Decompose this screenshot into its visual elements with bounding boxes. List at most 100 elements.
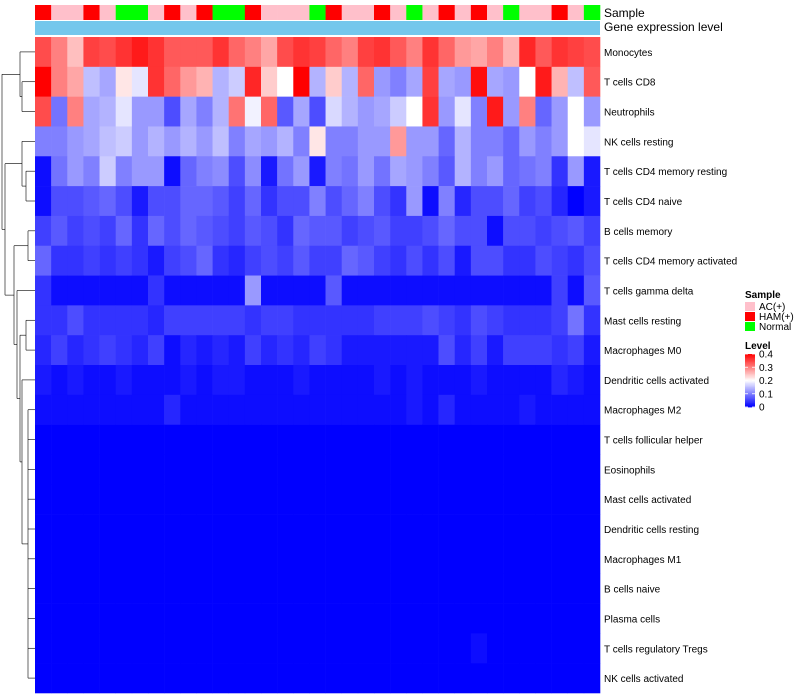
heatmap-cell <box>164 573 181 604</box>
heatmap-cell <box>325 484 343 515</box>
heatmap-cell <box>309 335 326 366</box>
heatmap-cell <box>131 305 149 336</box>
heatmap-cell <box>228 66 246 97</box>
sample-annotation-cell <box>567 5 585 20</box>
heatmap-cell <box>325 573 343 604</box>
heatmap-cell <box>131 335 149 366</box>
heatmap-cell <box>228 633 246 664</box>
heatmap-cell <box>487 215 504 247</box>
heatmap-cell <box>83 275 100 306</box>
heatmap-cell <box>244 305 262 336</box>
heatmap-cell <box>438 245 456 276</box>
heatmap-cell <box>406 215 423 247</box>
heatmap-cell <box>180 335 197 366</box>
heatmap-cell <box>99 514 117 545</box>
heatmap-cell <box>503 633 520 664</box>
heatmap-cell <box>212 484 230 515</box>
heatmap-cell <box>583 365 601 396</box>
sample-annotation-cell <box>470 5 488 20</box>
heatmap-cell <box>583 514 601 545</box>
heatmap-cell <box>567 603 585 634</box>
heatmap-cell <box>228 275 246 306</box>
heatmap-cell <box>244 186 262 217</box>
heatmap-cell <box>535 514 552 545</box>
heatmap-cell <box>438 156 456 187</box>
heatmap-cell <box>51 245 68 276</box>
heatmap-cell <box>164 245 181 276</box>
heatmap-cell <box>277 245 294 276</box>
sample-annotation-cell <box>35 5 52 20</box>
heatmap-cell <box>148 633 165 664</box>
heatmap-cell <box>551 37 569 68</box>
heatmap-cell <box>535 603 552 634</box>
heatmap-cell <box>470 305 488 336</box>
heatmap-cell <box>67 37 84 68</box>
row-dendrogram <box>1 51 35 679</box>
heatmap-cell <box>228 543 246 575</box>
heatmap-cell <box>261 66 278 97</box>
heatmap-cell <box>293 156 310 187</box>
heatmap-cell <box>244 66 262 97</box>
heatmap-cell <box>212 603 230 634</box>
heatmap-cell <box>535 484 552 515</box>
heatmap-cell <box>325 305 343 336</box>
heatmap-cell <box>422 603 439 634</box>
heatmap-cell <box>406 186 423 217</box>
heatmap-cell <box>115 215 133 247</box>
heatmap-cell <box>293 37 310 68</box>
heatmap-cell <box>131 394 149 425</box>
heatmap-cell <box>309 394 326 425</box>
heatmap-cell <box>228 335 246 366</box>
heatmap-cell <box>228 37 246 68</box>
heatmap-cell <box>67 663 84 694</box>
heatmap-cell <box>83 96 100 127</box>
heatmap-cell <box>261 335 278 366</box>
heatmap-cell <box>583 126 601 157</box>
heatmap-cell <box>535 573 552 604</box>
heatmap-cell <box>551 573 569 604</box>
heatmap-cell <box>244 573 262 604</box>
heatmap-cell <box>261 484 278 515</box>
heatmap-cell <box>551 126 569 157</box>
sample-annotation-cell <box>503 5 520 20</box>
heatmap-cell <box>470 365 488 396</box>
heatmap-cell <box>487 37 504 68</box>
heatmap-cell <box>115 335 133 366</box>
heatmap-cell <box>487 186 504 217</box>
heatmap-cell <box>503 156 520 187</box>
legend-gradient-step <box>745 401 755 404</box>
heatmap-cell <box>535 245 552 276</box>
heatmap-cell <box>341 305 359 336</box>
heatmap-cell <box>293 424 310 455</box>
heatmap-cell <box>244 663 262 694</box>
heatmap-cell <box>374 603 391 634</box>
heatmap-cell <box>390 245 407 276</box>
heatmap-cell <box>374 484 391 515</box>
sample-annotation-cell <box>83 5 100 20</box>
heatmap-cell <box>99 96 117 127</box>
legend-gradient-step <box>745 393 755 396</box>
heatmap-cell <box>567 543 585 575</box>
heatmap-cell <box>67 543 84 575</box>
row-label: B cells memory <box>604 227 672 238</box>
heatmap-cell <box>583 156 601 187</box>
heatmap-cell <box>357 245 375 276</box>
heatmap-cell <box>115 454 133 485</box>
heatmap-cell <box>164 365 181 396</box>
legend-tick-label: 0.2 <box>759 376 773 387</box>
heatmap-cell <box>519 633 536 664</box>
heatmap-cell <box>35 394 52 425</box>
heatmap-cell <box>309 573 326 604</box>
heatmap-cell <box>277 484 294 515</box>
heatmap-cell <box>212 424 230 455</box>
heatmap-cell <box>51 126 68 157</box>
heatmap-cell <box>503 126 520 157</box>
heatmap-cell <box>390 543 407 575</box>
heatmap-cell <box>309 215 326 247</box>
heatmap-cell <box>487 66 504 97</box>
legend-swatch <box>745 312 755 321</box>
heatmap-cell <box>309 245 326 276</box>
heatmap-cell <box>212 96 230 127</box>
legend-gradient-step <box>745 372 755 375</box>
